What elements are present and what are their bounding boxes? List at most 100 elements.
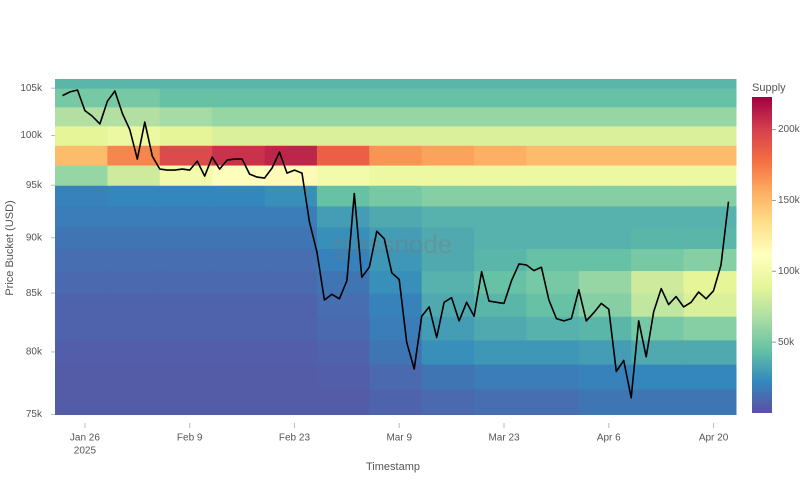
heatmap-cell bbox=[526, 125, 580, 146]
x-axis-title: Timestamp bbox=[366, 461, 420, 473]
heatmap-cell bbox=[107, 226, 161, 250]
heatmap-cell bbox=[421, 106, 475, 127]
heatmap-cell bbox=[474, 226, 527, 250]
heatmap-cell bbox=[107, 388, 161, 416]
heatmap-cell bbox=[474, 388, 527, 416]
heatmap-cell bbox=[212, 185, 266, 207]
y-tick-label: 100k bbox=[20, 130, 43, 141]
heatmap-cell bbox=[107, 145, 161, 166]
heatmap bbox=[55, 79, 737, 416]
heatmap-cell bbox=[683, 316, 737, 341]
heatmap-cell bbox=[369, 316, 423, 341]
heatmap-cell bbox=[264, 364, 318, 390]
heatmap-cell bbox=[159, 205, 213, 228]
heatmap-cell bbox=[159, 185, 213, 207]
heatmap-cell bbox=[212, 79, 266, 89]
heatmap-cell bbox=[526, 339, 580, 365]
heatmap-cell bbox=[631, 165, 685, 186]
heatmap-cell bbox=[683, 364, 737, 390]
heatmap-cell bbox=[683, 145, 737, 166]
heatmap-cell bbox=[316, 270, 370, 294]
heatmap-cell bbox=[631, 125, 685, 146]
x-tick-label: Feb 23 bbox=[279, 433, 311, 444]
heatmap-cell bbox=[159, 145, 213, 166]
x-tick-label: Feb 9 bbox=[177, 433, 203, 444]
heatmap-cell bbox=[474, 185, 527, 207]
heatmap-cell bbox=[631, 270, 685, 294]
y-axis-title: Price Bucket (USD) bbox=[4, 200, 16, 295]
heatmap-cell bbox=[55, 270, 108, 294]
heatmap-cell bbox=[107, 339, 161, 365]
heatmap-cell bbox=[683, 125, 737, 146]
heatmap-cell bbox=[212, 293, 266, 317]
heatmap-cell bbox=[474, 293, 527, 317]
heatmap-cell bbox=[578, 88, 632, 108]
heatmap-cell bbox=[107, 205, 161, 228]
heatmap-cell bbox=[526, 205, 580, 228]
heatmap-cell bbox=[107, 79, 161, 89]
y-tick-label: 80k bbox=[26, 347, 43, 358]
heatmap-cell bbox=[631, 248, 685, 272]
colorbar bbox=[752, 97, 772, 413]
heatmap-cell bbox=[55, 316, 108, 341]
heatmap-cell bbox=[631, 364, 685, 390]
heatmap-cell bbox=[421, 79, 475, 89]
heatmap-cell bbox=[526, 248, 580, 272]
heatmap-cell bbox=[159, 125, 213, 146]
heatmap-cell bbox=[369, 185, 423, 207]
heatmap-cell bbox=[421, 248, 475, 272]
heatmap-cell bbox=[474, 248, 527, 272]
heatmap-cell bbox=[264, 248, 318, 272]
heatmap-cell bbox=[683, 185, 737, 207]
heatmap-cell bbox=[578, 226, 632, 250]
colorbar-tick-label: 100k bbox=[778, 266, 800, 277]
heatmap-cell bbox=[264, 205, 318, 228]
heatmap-cell bbox=[631, 106, 685, 127]
heatmap-cell bbox=[369, 339, 423, 365]
heatmap-cell bbox=[107, 316, 161, 341]
heatmap-cell bbox=[578, 79, 632, 89]
heatmap-cell bbox=[264, 316, 318, 341]
heatmap-cell bbox=[264, 339, 318, 365]
heatmap-cell bbox=[212, 364, 266, 390]
heatmap-cell bbox=[55, 388, 108, 416]
heatmap-cell bbox=[212, 165, 266, 186]
heatmap-cell bbox=[264, 293, 318, 317]
heatmap-cell bbox=[578, 205, 632, 228]
heatmap-cell bbox=[526, 293, 580, 317]
heatmap-cell bbox=[55, 79, 108, 89]
heatmap-cell bbox=[212, 125, 266, 146]
y-tick-label: 95k bbox=[26, 180, 43, 191]
heatmap-cell bbox=[631, 79, 685, 89]
heatmap-cell bbox=[421, 364, 475, 390]
heatmap-cell bbox=[55, 339, 108, 365]
heatmap-cell bbox=[526, 106, 580, 127]
heatmap-cell bbox=[316, 125, 370, 146]
heatmap-cell bbox=[107, 293, 161, 317]
heatmap-cell bbox=[474, 165, 527, 186]
heatmap-cell bbox=[107, 185, 161, 207]
heatmap-cell bbox=[316, 79, 370, 89]
heatmap-cell bbox=[526, 364, 580, 390]
heatmap-cell bbox=[264, 88, 318, 108]
heatmap-cell bbox=[683, 79, 737, 89]
heatmap-cell bbox=[55, 165, 108, 186]
heatmap-cell bbox=[55, 88, 108, 108]
heatmap-cell bbox=[474, 79, 527, 89]
heatmap-cell bbox=[421, 270, 475, 294]
heatmap-cell bbox=[316, 165, 370, 186]
heatmap-cell bbox=[369, 270, 423, 294]
heatmap-cell bbox=[421, 145, 475, 166]
heatmap-cell bbox=[578, 293, 632, 317]
heatmap-cell bbox=[631, 388, 685, 416]
heatmap-cell bbox=[578, 106, 632, 127]
heatmap-cell bbox=[421, 185, 475, 207]
heatmap-cell bbox=[578, 270, 632, 294]
heatmap-cell bbox=[159, 270, 213, 294]
heatmap-cell bbox=[683, 88, 737, 108]
heatmap-cell bbox=[421, 125, 475, 146]
heatmap-cell bbox=[316, 388, 370, 416]
heatmap-cell bbox=[631, 339, 685, 365]
